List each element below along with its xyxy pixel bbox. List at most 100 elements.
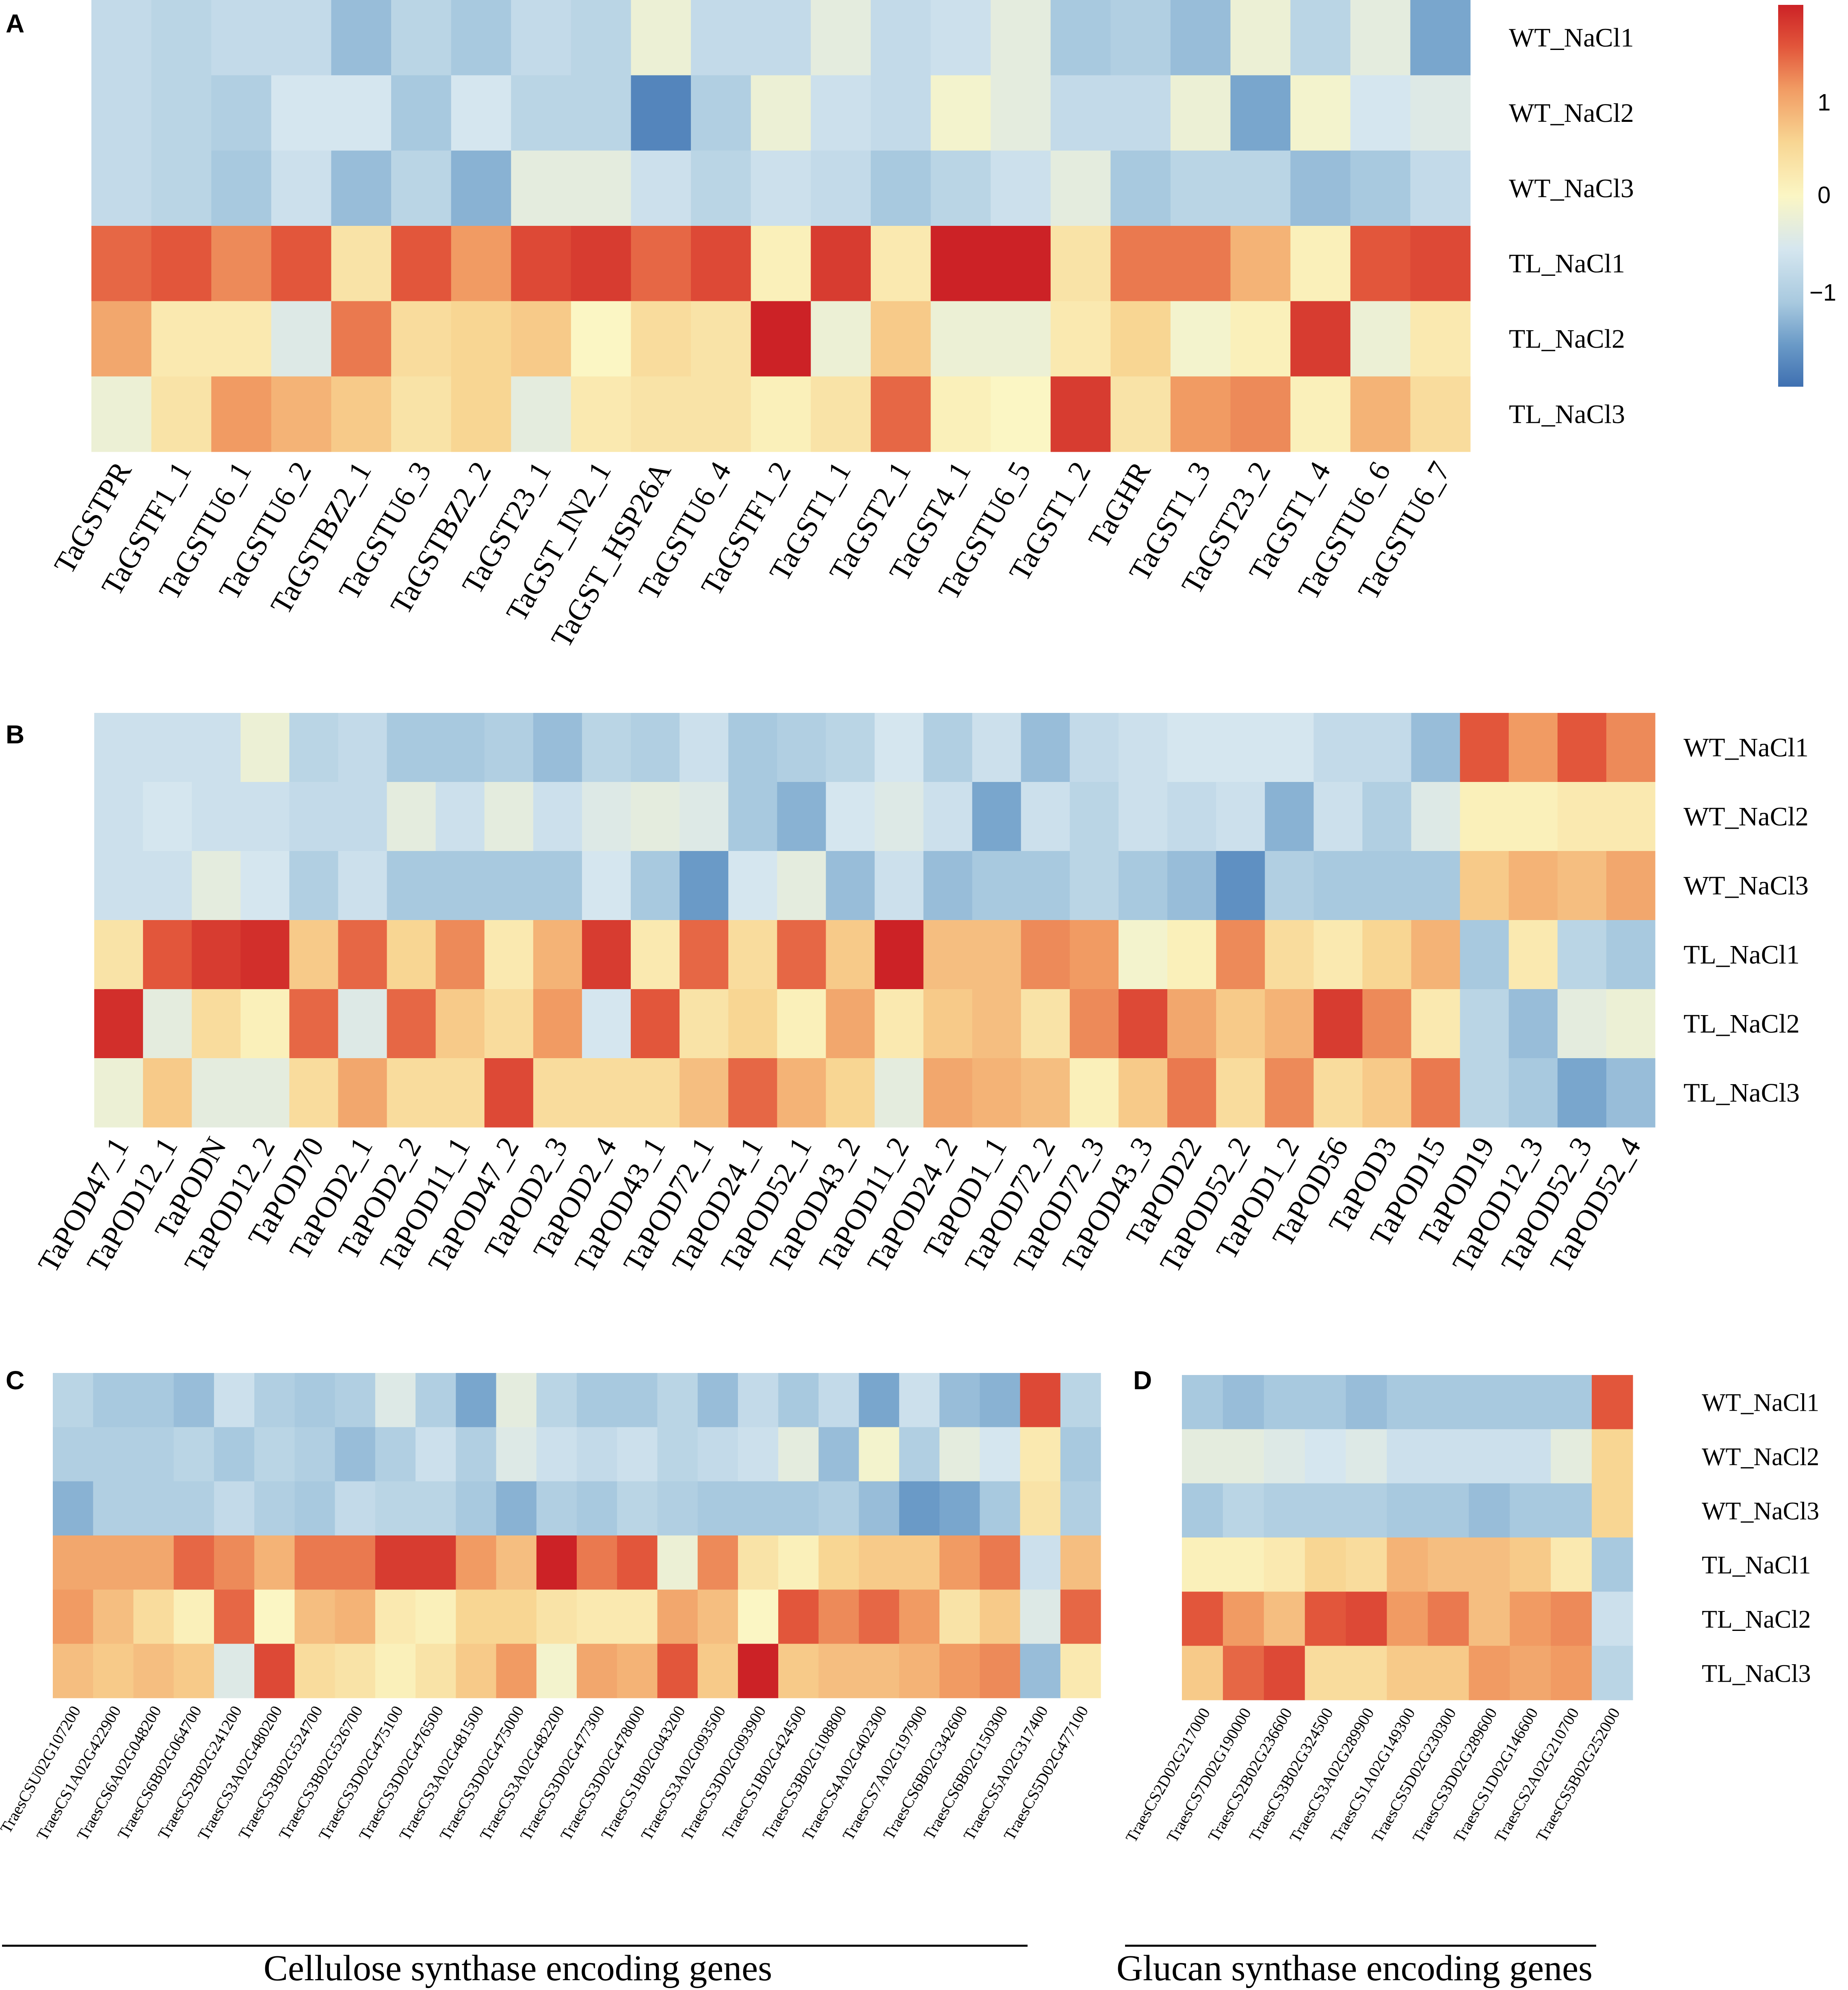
heatmap-cell-c [1020,1481,1061,1536]
heatmap-cell-c [738,1481,779,1536]
heatmap-cell-c [1060,1535,1101,1590]
heatmap-cell-a [1350,0,1411,76]
heatmap-cell-a [1290,75,1351,151]
heatmap-cell-a [1230,0,1291,76]
heatmap-cell-c [173,1427,214,1482]
heatmap-cell-a [811,150,871,226]
heatmap-cell-b [923,920,973,990]
heatmap-cell-d [1346,1429,1387,1484]
heatmap-cell-b [1557,782,1607,851]
heatmap-cell-c [496,1535,537,1590]
heatmap-cell-b [777,782,827,851]
heatmap-cell-c [173,1481,214,1536]
heatmap-cell-a [991,75,1051,151]
heatmap-cell-b [1411,920,1461,990]
heatmap-cell-a [271,226,332,301]
heatmap-cell-b [387,1058,436,1128]
heatmap-cell-a [331,301,392,377]
heatmap-panel-a: WT_NaCl1 WT_NaCl2 WT_NaCl3 TL_NaCl1 TL_NaCl2… [48,0,1634,653]
heatmap-cell-b [1411,851,1461,920]
heatmap-cell-c [294,1644,335,1698]
heatmap-cell-a [151,75,212,151]
heatmap-cell-b [1069,920,1119,990]
heatmap-cell-b [1118,851,1168,920]
heatmap-cell-a [1050,301,1111,377]
heatmap-cell-b [826,989,875,1059]
heatmap-cell-a [451,226,511,301]
heatmap-cell-b [1167,713,1216,782]
heatmap-cell-b [1508,851,1558,920]
heatmap-cell-a [391,301,452,377]
heatmap-cell-c [456,1644,497,1698]
heatmap-cell-a [870,75,931,151]
heatmap-cell-a [991,0,1051,76]
heatmap-cell-b [387,851,436,920]
heatmap-cell-a [271,376,332,452]
heatmap-cell-d [1387,1483,1428,1538]
heatmap-cell-c [1020,1644,1061,1698]
heatmap-cell-c [335,1481,376,1536]
heatmap-cell-b [1021,851,1070,920]
heatmap-cell-b [289,920,339,990]
heatmap-cell-b [94,851,143,920]
heatmap-cell-b [1118,713,1168,782]
heatmap-cell-a [271,150,332,226]
heatmap-cell-c [1020,1373,1061,1427]
row-label: WT_NaCl1 [1684,733,1809,762]
heatmap-cell-c [818,1373,859,1427]
heatmap-cell-a [1290,301,1351,377]
heatmap-cell-b [1508,782,1558,851]
heatmap-cell-d [1305,1429,1346,1484]
heatmap-cell-a [751,376,811,452]
heatmap-cell-b [1167,989,1216,1059]
heatmap-cell-a [571,301,632,377]
heatmap-cell-a [1050,75,1111,151]
heatmap-cell-c [939,1427,980,1482]
heatmap-cell-c [818,1644,859,1698]
heatmap-cell-b [192,851,241,920]
row-label: WT_NaCl2 [1702,1443,1819,1471]
heatmap-cell-c [697,1427,738,1482]
heatmap-panel-b: WT_NaCl1 WT_NaCl2 WT_NaCl3 TL_NaCl1 TL_NaCl2… [32,713,1809,1278]
heatmap-cell-a [691,301,751,377]
heatmap-cell-c [254,1535,295,1590]
row-label: WT_NaCl1 [1509,23,1634,53]
heatmap-cell-a [511,301,571,377]
heatmap-cell-c [53,1373,93,1427]
heatmap-cell-a [1410,150,1471,226]
heatmap-cell-d [1264,1375,1305,1429]
heatmap-cell-b [143,1058,192,1128]
heatmap-cell-b [874,713,924,782]
heatmap-cell-a [1110,301,1171,377]
heatmap-cell-c [335,1373,376,1427]
heatmap-cell-a [151,0,212,76]
heatmap-cell-b [1606,989,1655,1059]
heatmap-cell-b [1606,713,1655,782]
heatmap-cell-c [859,1535,900,1590]
heatmap-cell-b [777,989,827,1059]
heatmap-cell-c [1060,1644,1101,1698]
heatmap-cell-c [254,1644,295,1698]
heatmap-cell-d [1223,1646,1264,1700]
heatmap-cell-a [571,226,632,301]
heatmap-cell-b [289,989,339,1059]
heatmap-cell-d [1387,1646,1428,1700]
heatmap-cell-d [1510,1483,1551,1538]
heatmap-cell-b [1216,1058,1265,1128]
heatmap-cell-c [980,1373,1021,1427]
heatmap-cell-a [451,301,511,377]
heatmap-cell-a [391,150,452,226]
row-label: TL_NaCl3 [1684,1078,1800,1108]
heatmap-cell-a [930,0,991,76]
heatmap-cell-b [728,920,777,990]
heatmap-cell-c [697,1535,738,1590]
heatmap-cell-a [1410,301,1471,377]
panel-letter-a: A [6,9,24,38]
heatmap-cell-c [133,1373,174,1427]
heatmap-cell-d [1551,1646,1592,1700]
heatmap-cell-a [811,226,871,301]
heatmap-cell-a [811,376,871,452]
heatmap-cell-c [577,1589,617,1644]
heatmap-cell-a [1170,226,1231,301]
heatmap-cell-b [192,782,241,851]
